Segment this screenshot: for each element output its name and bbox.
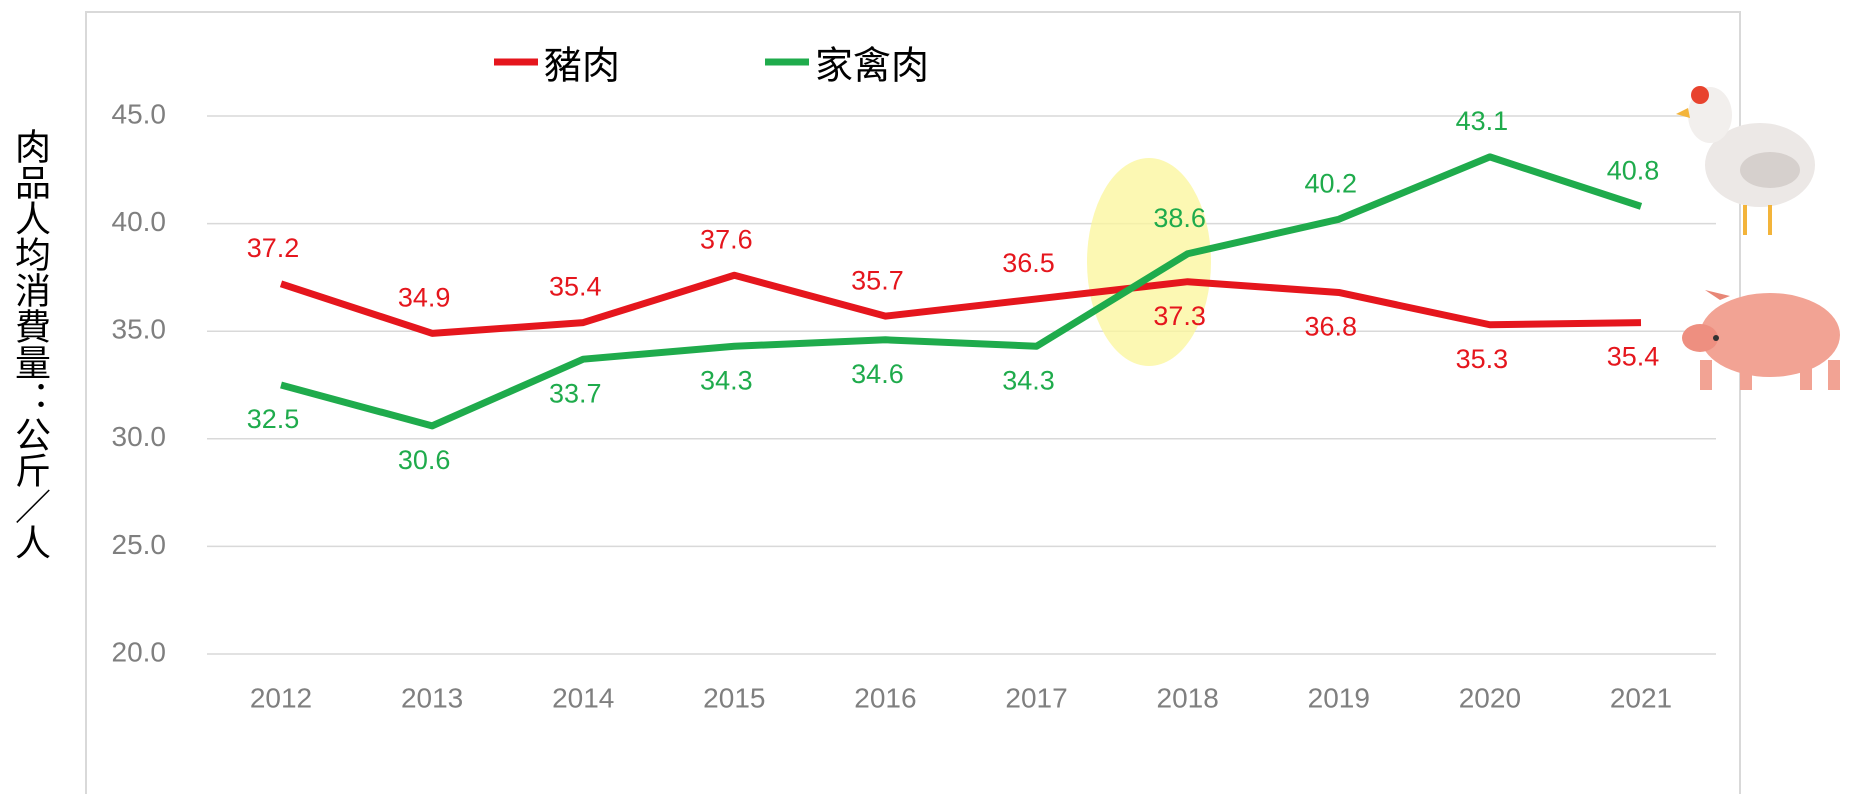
data-label: 35.3 <box>1456 344 1509 374</box>
y-tick-label: 45.0 <box>112 98 167 129</box>
highlight <box>1087 158 1211 366</box>
data-label: 40.2 <box>1304 168 1357 198</box>
series-line <box>279 271 1642 337</box>
x-tick-label: 2021 <box>1610 682 1672 713</box>
x-tick-label: 2019 <box>1308 682 1370 713</box>
data-label: 34.6 <box>851 359 904 389</box>
data-label: 34.3 <box>700 365 753 395</box>
x-tick-label: 2017 <box>1005 682 1067 713</box>
x-tick-label: 2013 <box>401 682 463 713</box>
data-label: 32.5 <box>247 404 300 434</box>
chicken-icon <box>1676 86 1815 235</box>
y-tick-label: 40.0 <box>112 206 167 237</box>
data-label: 30.6 <box>398 445 451 475</box>
y-axis-title: 肉品人均消費量：公斤／人 <box>9 128 50 560</box>
data-label: 37.3 <box>1153 301 1206 331</box>
data-label: 35.4 <box>1607 342 1660 372</box>
data-label: 35.7 <box>851 265 904 295</box>
x-tick-label: 2020 <box>1459 682 1521 713</box>
y-tick-label: 30.0 <box>112 421 167 452</box>
data-label: 37.2 <box>247 233 300 263</box>
data-label: 33.7 <box>549 378 602 408</box>
y-tick-label: 25.0 <box>112 529 167 560</box>
data-label: 36.8 <box>1304 312 1357 342</box>
series-line <box>280 153 1643 430</box>
x-tick-label: 2015 <box>703 682 765 713</box>
data-label: 35.4 <box>549 272 602 302</box>
chart-frame <box>85 11 1741 794</box>
y-tick-label: 20.0 <box>112 636 167 667</box>
x-tick-label: 2016 <box>854 682 916 713</box>
data-label: 37.6 <box>700 224 753 254</box>
data-label: 40.8 <box>1607 156 1660 186</box>
x-tick-label: 2018 <box>1157 682 1219 713</box>
legend-label: 豬肉 <box>544 44 620 88</box>
pig-icon <box>1682 290 1840 390</box>
data-label: 43.1 <box>1456 106 1509 136</box>
data-label: 34.3 <box>1002 365 1055 395</box>
x-tick-label: 2014 <box>552 682 614 713</box>
legend-label: 家禽肉 <box>815 44 929 88</box>
data-label: 34.9 <box>398 282 451 312</box>
data-label: 36.5 <box>1002 248 1055 278</box>
y-tick-label: 35.0 <box>112 314 167 345</box>
data-label: 38.6 <box>1153 203 1206 233</box>
x-tick-label: 2012 <box>250 682 312 713</box>
